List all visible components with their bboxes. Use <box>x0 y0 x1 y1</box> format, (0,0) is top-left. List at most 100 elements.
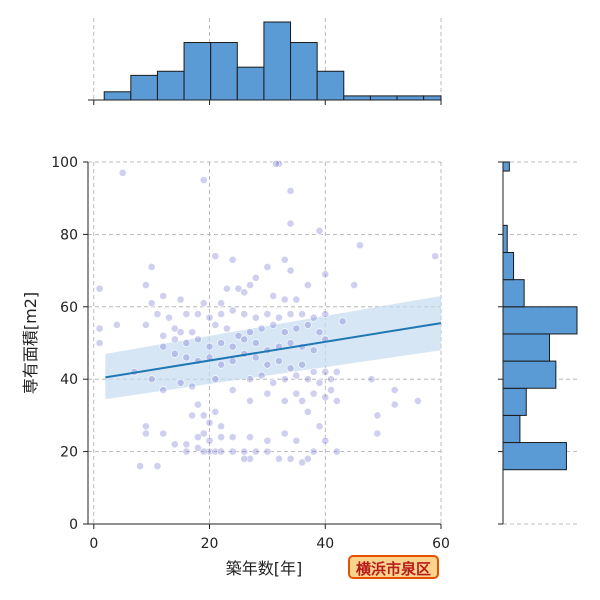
data-point <box>228 386 237 394</box>
data-point <box>315 226 324 235</box>
data-point <box>194 400 202 409</box>
data-point <box>286 187 295 195</box>
top-hist-bar <box>183 42 212 101</box>
data-point <box>118 168 127 177</box>
data-point <box>275 313 283 322</box>
data-point <box>263 389 272 398</box>
top-hist-bar <box>210 42 238 101</box>
data-point <box>246 433 254 442</box>
data-point <box>217 310 225 318</box>
data-point <box>159 342 168 351</box>
y-tick-label: 40 <box>60 372 78 388</box>
data-point <box>199 447 208 456</box>
data-point <box>251 447 260 456</box>
data-point <box>211 407 220 416</box>
data-point <box>304 320 312 329</box>
data-point <box>95 339 104 347</box>
data-point <box>153 310 162 318</box>
data-point <box>246 375 254 384</box>
data-point <box>147 375 156 384</box>
data-point <box>332 368 341 376</box>
data-point <box>176 328 185 337</box>
data-point <box>211 447 220 456</box>
data-point <box>286 219 295 228</box>
data-point <box>309 447 318 456</box>
data-point <box>269 320 278 329</box>
data-point <box>251 313 260 322</box>
data-point <box>304 454 312 463</box>
data-point <box>222 324 231 333</box>
data-point <box>280 328 289 337</box>
data-point <box>332 397 341 405</box>
data-point <box>321 310 330 318</box>
data-point <box>390 386 399 394</box>
data-point <box>182 440 191 449</box>
data-point <box>228 447 237 456</box>
data-point <box>170 440 179 449</box>
data-point <box>205 447 214 456</box>
data-point <box>113 320 121 329</box>
right-hist-bar <box>502 279 525 308</box>
top-hist-bar <box>290 42 318 101</box>
data-point <box>280 397 289 405</box>
data-point <box>315 422 324 431</box>
data-point <box>95 284 104 293</box>
data-point <box>182 353 191 362</box>
data-point <box>205 313 214 322</box>
y-tick-label: 0 <box>69 517 78 533</box>
data-point <box>286 266 295 275</box>
top-hist-bar <box>369 95 398 101</box>
data-point <box>246 454 254 463</box>
top-hist-bar <box>396 95 425 101</box>
data-point <box>228 433 237 442</box>
data-point <box>275 454 283 463</box>
data-point <box>350 281 359 289</box>
data-point <box>182 339 191 347</box>
right-hist-bar <box>502 442 567 471</box>
data-point <box>309 346 318 355</box>
data-point <box>332 447 341 456</box>
data-point <box>298 397 307 405</box>
right-hist-bar <box>502 252 515 281</box>
data-point <box>280 255 289 264</box>
top-hist-bar <box>343 95 371 101</box>
data-point <box>228 306 237 315</box>
data-point <box>315 378 324 387</box>
data-point <box>309 389 318 398</box>
data-point <box>367 375 376 384</box>
data-point <box>199 176 208 184</box>
data-point <box>170 324 179 333</box>
right-hist-bar <box>502 387 527 416</box>
data-point <box>321 436 330 445</box>
data-point <box>292 436 301 445</box>
data-point <box>188 411 197 420</box>
data-point <box>228 255 237 264</box>
right-hist-bar <box>502 414 521 444</box>
data-point <box>321 270 330 279</box>
data-point <box>292 389 301 398</box>
data-point <box>280 429 289 438</box>
data-point <box>199 429 208 438</box>
data-point <box>356 241 364 250</box>
data-point <box>182 447 191 456</box>
data-point <box>188 328 197 337</box>
data-point <box>269 378 278 387</box>
data-point <box>159 331 168 340</box>
data-point <box>286 310 295 318</box>
data-point <box>251 353 260 362</box>
right-hist-bar <box>502 161 510 172</box>
data-point <box>275 159 283 168</box>
data-point <box>188 382 197 391</box>
data-point <box>211 320 220 329</box>
data-point <box>240 288 249 297</box>
top-hist-bar <box>423 95 442 101</box>
x-tick-label: 0 <box>89 536 98 552</box>
data-point <box>141 281 150 289</box>
data-point <box>246 328 254 337</box>
data-point <box>298 310 307 318</box>
data-point <box>304 375 312 384</box>
data-point <box>141 429 150 438</box>
y-tick-label: 60 <box>60 300 78 316</box>
data-point <box>298 458 307 467</box>
data-point <box>205 436 214 445</box>
